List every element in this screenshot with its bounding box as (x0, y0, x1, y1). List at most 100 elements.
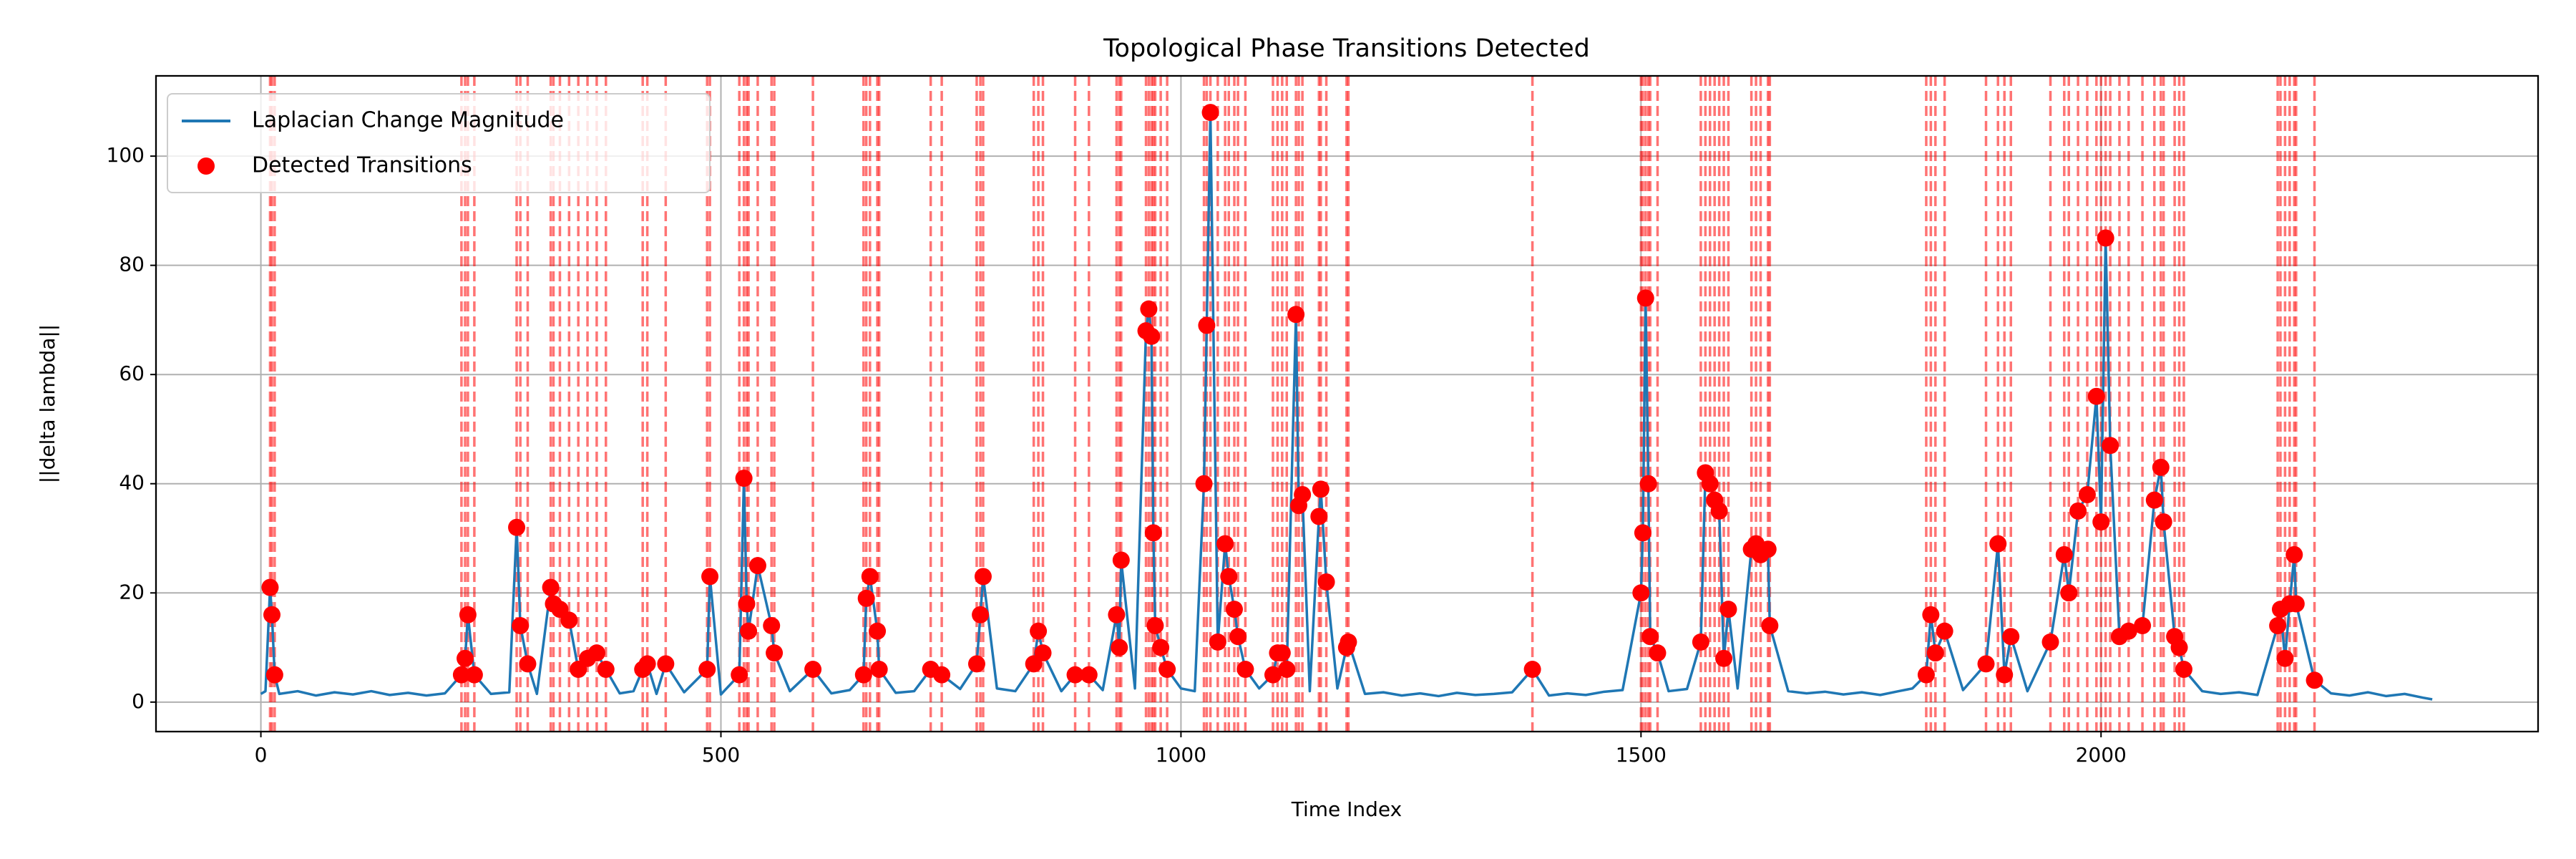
scatter-point (972, 606, 990, 623)
scatter-point (1759, 540, 1777, 558)
scatter-point (1034, 644, 1052, 662)
scatter-point (804, 661, 822, 679)
scatter-point (2097, 229, 2114, 247)
scatter-point (1278, 661, 1296, 679)
scatter-point (1632, 584, 1650, 602)
scatter-point (587, 644, 605, 662)
scatter-point (1649, 644, 1667, 662)
scatter-point (1229, 628, 1247, 646)
scatter-point (974, 568, 992, 586)
scatter-point (1140, 300, 1158, 318)
x-tick-label: 2000 (2076, 743, 2127, 767)
scatter-point (861, 568, 879, 586)
scatter-point (1710, 502, 1728, 520)
scatter-point (2055, 545, 2073, 563)
scatter-point (1917, 666, 1935, 684)
scatter-point (1201, 104, 1219, 122)
scatter-point (1294, 485, 1312, 503)
scatter-point (638, 655, 656, 673)
scatter-point (1639, 475, 1657, 492)
scatter-point (1719, 601, 1737, 618)
scatter-point (967, 655, 985, 673)
scatter-point (2155, 513, 2172, 531)
scatter-point (1996, 666, 2014, 684)
scatter-point (740, 622, 758, 640)
scatter-point (452, 666, 470, 684)
scatter-point (1761, 617, 1779, 635)
scatter-point (2152, 458, 2170, 476)
scatter-point (542, 578, 560, 596)
scatter-point (1523, 661, 1541, 679)
scatter-point (933, 666, 951, 684)
scatter-point (1926, 644, 1944, 662)
scatter-point (1143, 327, 1161, 345)
scatter-point (2170, 639, 2188, 656)
scatter-point (1198, 316, 1216, 334)
scatter-point (1108, 606, 1126, 623)
scatter-point (763, 617, 781, 635)
scatter-point (465, 666, 483, 684)
scatter-point (1634, 524, 1652, 542)
scatter-point (1715, 649, 1733, 667)
scatter-point (2276, 649, 2294, 667)
x-tick-label: 500 (702, 743, 740, 767)
scatter-point (1641, 628, 1659, 646)
scatter-point (2092, 513, 2110, 531)
scatter-point (1692, 633, 1709, 651)
scatter-point (1340, 633, 1357, 651)
scatter-point (265, 666, 283, 684)
scatter-point (519, 655, 537, 673)
scatter-point (1310, 508, 1328, 525)
scatter-point (512, 617, 530, 635)
legend-box (167, 93, 711, 193)
y-tick-label: 0 (132, 689, 145, 713)
scatter-point (1152, 639, 1170, 656)
scatter-point (1922, 606, 1940, 623)
x-axis-label: Time Index (1291, 797, 1402, 821)
scatter-point (1216, 535, 1234, 553)
scatter-point (459, 606, 477, 623)
scatter-point (1066, 666, 1084, 684)
plot-frame (155, 74, 2540, 733)
chart-title: Topological Phase Transitions Detected (1103, 34, 1590, 63)
scatter-point (1144, 524, 1162, 542)
scatter-point (1636, 289, 1654, 307)
scatter-point (2287, 595, 2305, 613)
scatter-point (1936, 622, 1953, 640)
scatter-point (870, 661, 888, 679)
scatter-point (1236, 661, 1254, 679)
scatter-point (1220, 568, 1238, 586)
scatter-point (1701, 475, 1719, 492)
scatter-point (2119, 622, 2137, 640)
scatter-point (701, 568, 719, 586)
scatter-point (508, 518, 526, 536)
scatter-point (2285, 545, 2303, 563)
scatter-point (560, 611, 578, 629)
scatter-point (2087, 387, 2105, 405)
plot-area (260, 104, 2433, 701)
scatter-point (2069, 502, 2087, 520)
y-tick-label: 20 (119, 580, 145, 603)
scatter-point (597, 661, 615, 679)
y-tick-label: 40 (119, 471, 145, 495)
scatter-point (1111, 639, 1128, 656)
x-tick-label: 0 (255, 743, 268, 767)
scatter-point (2306, 671, 2323, 689)
scatter-point (263, 606, 281, 623)
scatter-point (766, 644, 784, 662)
scatter-point (2134, 617, 2152, 635)
scatter-point (261, 578, 279, 596)
scatter-point (1317, 573, 1335, 591)
scatter-point (1287, 306, 1305, 324)
scatter-point (1080, 666, 1098, 684)
scatter-point (657, 655, 675, 673)
scatter-point (748, 557, 766, 575)
scatter-point (2145, 491, 2163, 509)
legend-swatch (197, 157, 215, 175)
y-tick-label: 100 (107, 143, 145, 167)
scatter-point (1146, 617, 1164, 635)
y-axis-label: ||delta lambda|| (36, 324, 59, 483)
scatter-point (1030, 622, 1048, 640)
